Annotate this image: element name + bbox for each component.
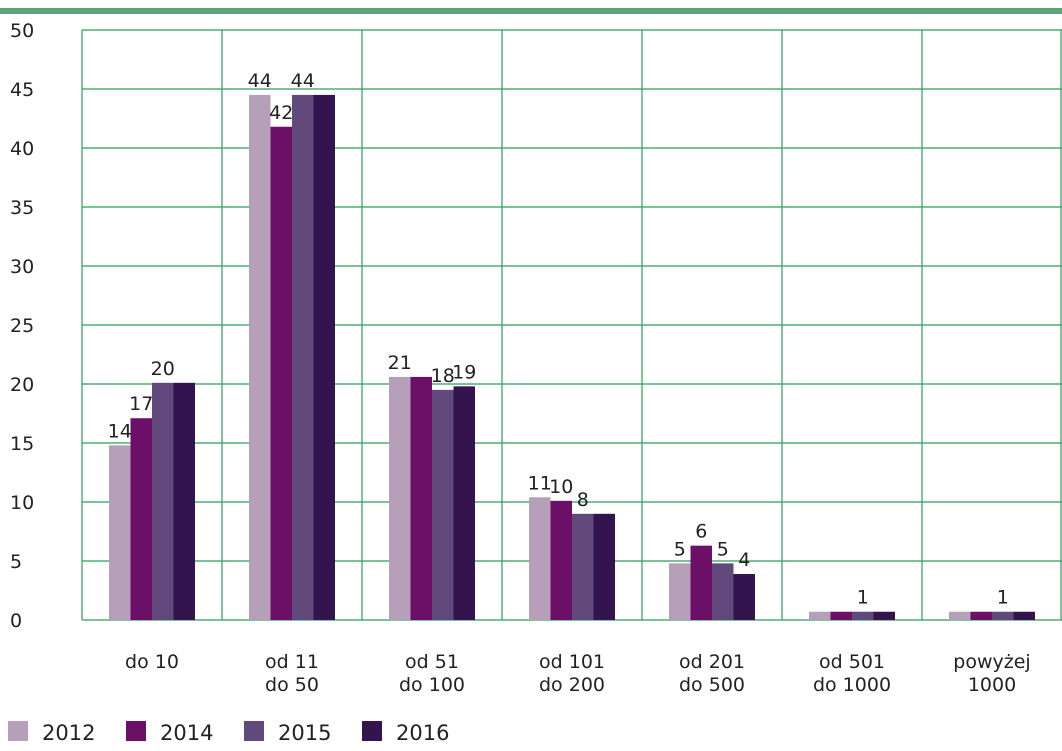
data-label: 19 — [452, 361, 476, 383]
bar-2016 — [314, 95, 336, 620]
category-label: od 101 — [539, 651, 605, 673]
y-axis: 0 5 10 15 20 25 30 35 40 45 50 — [10, 20, 34, 632]
y-tick-label: 0 — [10, 610, 22, 632]
category-label: od 201 — [679, 651, 745, 673]
y-tick-label: 15 — [10, 433, 34, 455]
category-label: od 11 — [265, 651, 319, 673]
bar-2014 — [551, 501, 573, 620]
category-label: do 200 — [539, 674, 605, 696]
data-label: 42 — [269, 102, 293, 124]
bar-2016 — [874, 612, 896, 620]
data-label: 8 — [577, 489, 589, 511]
y-tick-label: 5 — [10, 551, 22, 573]
bar-2012 — [949, 612, 971, 620]
bar-2014 — [131, 418, 153, 620]
category-label: do 100 — [399, 674, 465, 696]
category-label: powyżej — [953, 651, 1030, 673]
bar-2016 — [174, 383, 196, 620]
data-label: 5 — [674, 538, 686, 560]
top-rule — [0, 8, 1062, 14]
bar-2015 — [292, 95, 314, 620]
category-label: do 500 — [679, 674, 745, 696]
category-label: do 10 — [125, 651, 179, 673]
data-label: 6 — [695, 521, 707, 543]
y-tick-label: 50 — [10, 20, 34, 42]
legend-label-2016: 2016 — [396, 721, 449, 745]
bar-2015 — [992, 612, 1014, 620]
y-tick-label: 20 — [10, 374, 34, 396]
bar-2015 — [432, 390, 454, 620]
bar-2012 — [249, 95, 271, 620]
bar-2012 — [109, 445, 131, 620]
bar-2014 — [411, 377, 433, 620]
bar-2014 — [831, 612, 853, 620]
bar-2016 — [594, 514, 616, 620]
bar-2015 — [712, 563, 734, 620]
legend-label-2012: 2012 — [42, 721, 95, 745]
category-label: od 501 — [819, 651, 885, 673]
bar-2016 — [734, 574, 756, 620]
y-tick-label: 10 — [10, 492, 34, 514]
data-label: 17 — [129, 393, 153, 415]
category-label: od 51 — [405, 651, 459, 673]
category-label: do 1000 — [813, 674, 891, 696]
bar-2014 — [691, 546, 713, 620]
bar-2012 — [529, 497, 551, 620]
bars — [109, 95, 1035, 620]
data-label: 20 — [151, 358, 175, 380]
data-label: 1 — [857, 587, 869, 609]
data-label: 21 — [388, 352, 412, 374]
data-label: 1 — [997, 587, 1009, 609]
bar-2015 — [572, 514, 594, 620]
category-label: do 50 — [265, 674, 319, 696]
data-label: 4 — [738, 549, 750, 571]
legend-swatch-2016 — [362, 721, 382, 741]
bar-2015 — [152, 383, 174, 620]
legend-swatch-2015 — [244, 721, 264, 741]
data-label: 14 — [108, 420, 132, 442]
legend-label-2014: 2014 — [160, 721, 213, 745]
bar-2014 — [971, 612, 993, 620]
legend-label-2015: 2015 — [278, 721, 331, 745]
legend-swatch-2014 — [126, 721, 146, 741]
data-label: 10 — [549, 476, 573, 498]
bar-2016 — [1014, 612, 1036, 620]
bar-2015 — [852, 612, 874, 620]
y-tick-label: 45 — [10, 79, 34, 101]
bar-2012 — [809, 612, 831, 620]
legend: 2012 2014 2015 2016 — [8, 721, 449, 745]
bar-2016 — [454, 386, 476, 620]
bar-2012 — [669, 563, 691, 620]
legend-swatch-2012 — [8, 721, 28, 741]
category-label: 1000 — [968, 674, 1016, 696]
bar-2014 — [271, 127, 293, 620]
y-tick-label: 25 — [10, 315, 34, 337]
y-tick-label: 35 — [10, 197, 34, 219]
data-label: 5 — [717, 538, 729, 560]
data-label: 44 — [291, 70, 315, 92]
data-label: 44 — [248, 70, 272, 92]
bar-2012 — [389, 377, 411, 620]
y-tick-label: 40 — [10, 138, 34, 160]
y-tick-label: 30 — [10, 256, 34, 278]
